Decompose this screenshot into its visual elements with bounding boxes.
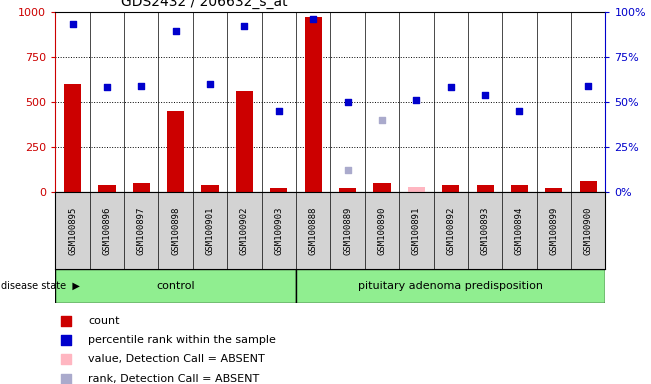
Point xyxy=(67,21,77,27)
Text: GSM100889: GSM100889 xyxy=(343,206,352,255)
Bar xyxy=(55,269,296,303)
Text: GSM100895: GSM100895 xyxy=(68,206,77,255)
Bar xyxy=(477,185,493,192)
Bar xyxy=(201,185,219,192)
Text: percentile rank within the sample: percentile rank within the sample xyxy=(89,335,276,345)
Text: GSM100902: GSM100902 xyxy=(240,206,249,255)
Point xyxy=(273,108,284,114)
Point xyxy=(514,108,525,114)
Bar xyxy=(296,269,605,303)
Bar xyxy=(579,181,597,192)
Text: control: control xyxy=(156,281,195,291)
Bar xyxy=(236,91,253,192)
Text: GSM100893: GSM100893 xyxy=(480,206,490,255)
Point xyxy=(102,84,112,90)
Bar xyxy=(270,189,287,192)
Bar xyxy=(442,185,460,192)
Point xyxy=(377,117,387,123)
Point xyxy=(583,83,594,89)
Text: GSM100888: GSM100888 xyxy=(309,206,318,255)
Point xyxy=(61,356,72,362)
Bar xyxy=(64,84,81,192)
Bar xyxy=(167,111,184,192)
Point xyxy=(171,28,181,35)
Point xyxy=(239,23,249,29)
Text: disease state  ▶: disease state ▶ xyxy=(1,281,79,291)
Text: pituitary adenoma predisposition: pituitary adenoma predisposition xyxy=(358,281,543,291)
Text: GSM100903: GSM100903 xyxy=(274,206,283,255)
Point xyxy=(480,91,490,98)
Bar xyxy=(374,183,391,192)
Bar xyxy=(305,17,322,192)
Point xyxy=(342,99,353,105)
Text: GSM100896: GSM100896 xyxy=(102,206,111,255)
Point xyxy=(308,16,318,22)
Text: GSM100897: GSM100897 xyxy=(137,206,146,255)
Text: GDS2432 / 206632_s_at: GDS2432 / 206632_s_at xyxy=(121,0,288,9)
Bar xyxy=(408,187,425,192)
Point xyxy=(61,318,72,324)
Text: count: count xyxy=(89,316,120,326)
Bar xyxy=(511,185,528,192)
Text: GSM100900: GSM100900 xyxy=(584,206,593,255)
Point xyxy=(411,97,422,103)
Text: rank, Detection Call = ABSENT: rank, Detection Call = ABSENT xyxy=(89,374,260,384)
Text: GSM100894: GSM100894 xyxy=(515,206,524,255)
Text: GSM100892: GSM100892 xyxy=(446,206,455,255)
Bar xyxy=(98,185,115,192)
Bar xyxy=(133,183,150,192)
Point xyxy=(61,337,72,343)
Point xyxy=(445,84,456,90)
Text: GSM100898: GSM100898 xyxy=(171,206,180,255)
Point xyxy=(136,83,146,89)
Text: value, Detection Call = ABSENT: value, Detection Call = ABSENT xyxy=(89,354,265,364)
Point xyxy=(205,81,215,87)
Point xyxy=(342,167,353,174)
Text: GSM100901: GSM100901 xyxy=(206,206,215,255)
Text: GSM100891: GSM100891 xyxy=(412,206,421,255)
Text: GSM100899: GSM100899 xyxy=(549,206,559,255)
Bar xyxy=(339,189,356,192)
Bar xyxy=(546,189,562,192)
Text: GSM100890: GSM100890 xyxy=(378,206,387,255)
Point xyxy=(61,376,72,382)
